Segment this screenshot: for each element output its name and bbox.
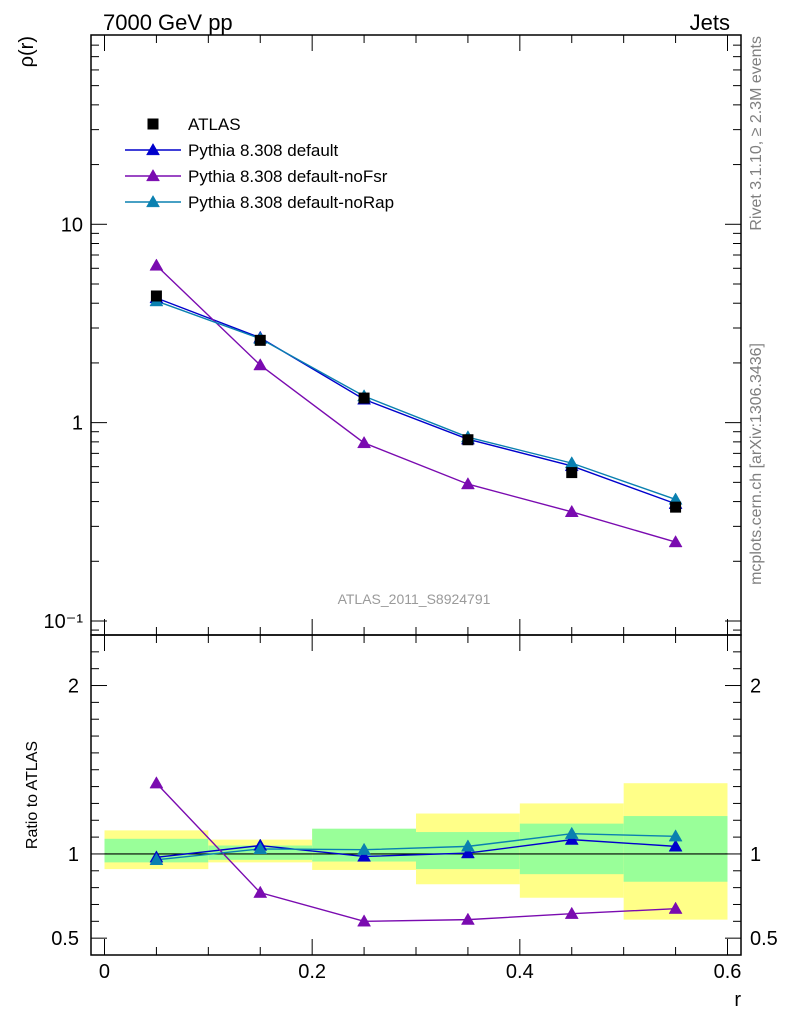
main-point-series-2-2	[357, 435, 372, 449]
legend-label: ATLAS	[188, 115, 241, 134]
main-series-lines	[155, 264, 676, 543]
main-y-tick-label: 1	[72, 413, 83, 435]
ratio-y-tick-label: 2	[68, 676, 79, 698]
ratio-uncertainty-bands	[104, 783, 728, 920]
main-y-tick-label: 10	[61, 214, 83, 236]
main-line-series-1	[156, 297, 676, 505]
ratio-point-series-2-0	[149, 852, 164, 865]
ratio-y-tick-label-right: 2	[750, 676, 761, 698]
main-ticks: 10 1 10⁻¹	[44, 34, 741, 635]
legend-marker	[147, 118, 159, 130]
ratio-point-series-1-0	[149, 776, 164, 789]
ratio-point-series-2-4	[564, 826, 579, 839]
legend-label: Pythia 8.308 default	[188, 141, 339, 160]
legend-marker	[146, 142, 160, 156]
main-point-series-0-2	[358, 392, 370, 404]
main-point-series-0-5	[670, 501, 682, 513]
ratio-point-series-1-3	[460, 912, 475, 925]
main-point-series-0-0	[150, 290, 162, 302]
ratio-y-tick-label-right: 1	[750, 844, 761, 866]
legend-label: Pythia 8.308 default-noRap	[188, 193, 394, 212]
ratio-ticks: 2 2 1 1 0.5 0.5 0 0.2 0.4 0.6	[51, 635, 778, 983]
main-point-series-0-1	[254, 334, 266, 346]
legend-marker	[146, 168, 160, 182]
legend-item-0: ATLAS	[147, 115, 241, 134]
ratio-series-markers	[149, 776, 683, 927]
x-tick-label: 0.6	[714, 961, 742, 983]
ratio-point-series-0-2	[357, 849, 372, 862]
legend: ATLAS Pythia 8.308 default Pythia 8.308 de…	[125, 115, 394, 212]
main-point-series-2-1	[253, 358, 268, 371]
ratio-frame	[90, 634, 742, 956]
ratio-y-tick-label-right: 0.5	[750, 928, 778, 950]
ratio-point-series-2-2	[357, 842, 372, 855]
legend-item-3: Pythia 8.308 default-noRap	[125, 193, 394, 212]
main-point-series-0-4	[566, 467, 578, 479]
ratio-point-series-1-5	[668, 901, 683, 914]
main-point-series-2-0	[149, 258, 164, 271]
header-right: Jets	[690, 10, 730, 35]
main-y-axis-label: ρ(r)	[16, 36, 38, 67]
main-y-tick-label: 10⁻¹	[44, 611, 84, 633]
ratio-y-axis-label: Ratio to ATLAS	[24, 741, 41, 849]
ratio-y-tick-label: 0.5	[51, 928, 79, 950]
x-tick-label: 0	[99, 961, 110, 983]
main-line-series-3	[156, 300, 676, 501]
ratio-line-series-2	[156, 833, 676, 861]
ratio-point-series-2-1	[253, 841, 268, 855]
ratio-y-tick-label: 1	[68, 844, 79, 866]
ratio-point-series-1-1	[253, 885, 268, 898]
legend-label: Pythia 8.308 default-noFsr	[188, 167, 388, 186]
ratio-line-series-1	[155, 782, 676, 923]
rivet-label: Rivet 3.1.10, ≥ 2.3M events	[748, 36, 765, 231]
ratio-point-series-2-3	[460, 839, 475, 852]
main-point-series-2-5	[668, 535, 683, 548]
main-point-series-2-4	[564, 504, 579, 517]
analysis-label: ATLAS_2011_S8924791	[338, 591, 491, 607]
main-series-markers	[149, 258, 683, 548]
legend-marker	[146, 194, 160, 208]
header-left: 7000 GeV pp	[103, 10, 233, 35]
ratio-line-series-0	[156, 838, 676, 859]
main-line-series-2	[155, 264, 676, 543]
main-panel: 10 1 10⁻¹ ρ(r) ATLAS_2011_S8924791 ATLAS Py…	[16, 34, 742, 636]
main-point-series-0-3	[462, 434, 474, 446]
legend-item-1: Pythia 8.308 default	[125, 141, 339, 160]
ratio-point-series-0-3	[460, 846, 475, 859]
ratio-series-lines	[155, 782, 676, 923]
ratio-point-series-1-4	[564, 906, 579, 919]
main-point-series-2-3	[460, 477, 475, 490]
legend-item-2: Pythia 8.308 default-noFsr	[125, 167, 388, 186]
x-axis-label: r	[734, 989, 741, 1011]
ratio-point-series-0-5	[668, 839, 683, 852]
ratio-panel: 2 2 1 1 0.5 0.5 0 0.2 0.4 0.6 Ratio to ATLAS r	[24, 634, 778, 1011]
x-tick-label: 0.2	[298, 961, 326, 983]
ratio-point-series-2-5	[668, 829, 683, 842]
ratio-point-series-1-2	[357, 914, 372, 927]
x-tick-label: 0.4	[506, 961, 534, 983]
mcplots-label: mcplots.cern.ch [arXiv:1306.3436]	[748, 343, 765, 585]
